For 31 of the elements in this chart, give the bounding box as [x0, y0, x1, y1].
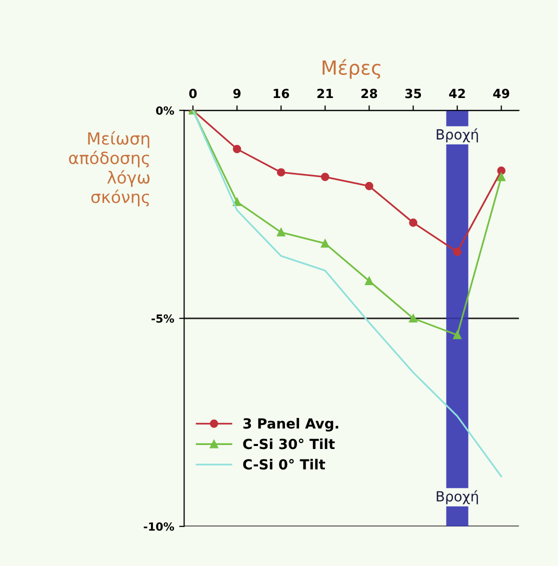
legend-label: C-Si 30° Tilt — [243, 438, 335, 450]
y-axis-title: Μείωση απόδοσης λόγω σκόνης — [69, 131, 150, 206]
x-axis-title: Μέρες — [322, 59, 380, 79]
point — [497, 172, 506, 182]
legend-label: 3 Panel Avg. — [243, 418, 338, 432]
annotation: Βροχή — [436, 490, 478, 504]
x-tick-label: 42 — [449, 88, 465, 98]
point — [364, 182, 374, 190]
point — [497, 166, 506, 175]
point — [320, 172, 330, 182]
point — [232, 144, 242, 154]
band-label: Βροχή — [436, 128, 478, 142]
x-tick-label: 16 — [274, 88, 290, 98]
x-tick-label: 49 — [493, 88, 510, 98]
point — [364, 276, 374, 286]
point — [276, 228, 286, 236]
x-tick-label: 9 — [233, 88, 241, 98]
y-tick-label: -5% — [152, 314, 174, 323]
point — [409, 218, 418, 227]
point — [453, 248, 462, 256]
x-tick-label: 0 — [189, 88, 197, 98]
x-tick-label: 35 — [405, 88, 422, 98]
legend-label: C-Si 0° Tilt — [243, 458, 326, 470]
y-tick-label: -10% — [144, 522, 174, 531]
point — [409, 314, 418, 323]
y-tick-label: 0% — [156, 106, 174, 115]
x-tick-label: 21 — [317, 88, 333, 98]
point — [320, 239, 330, 248]
point — [276, 168, 286, 177]
x-tick-label: 28 — [361, 88, 378, 98]
point — [453, 330, 462, 340]
